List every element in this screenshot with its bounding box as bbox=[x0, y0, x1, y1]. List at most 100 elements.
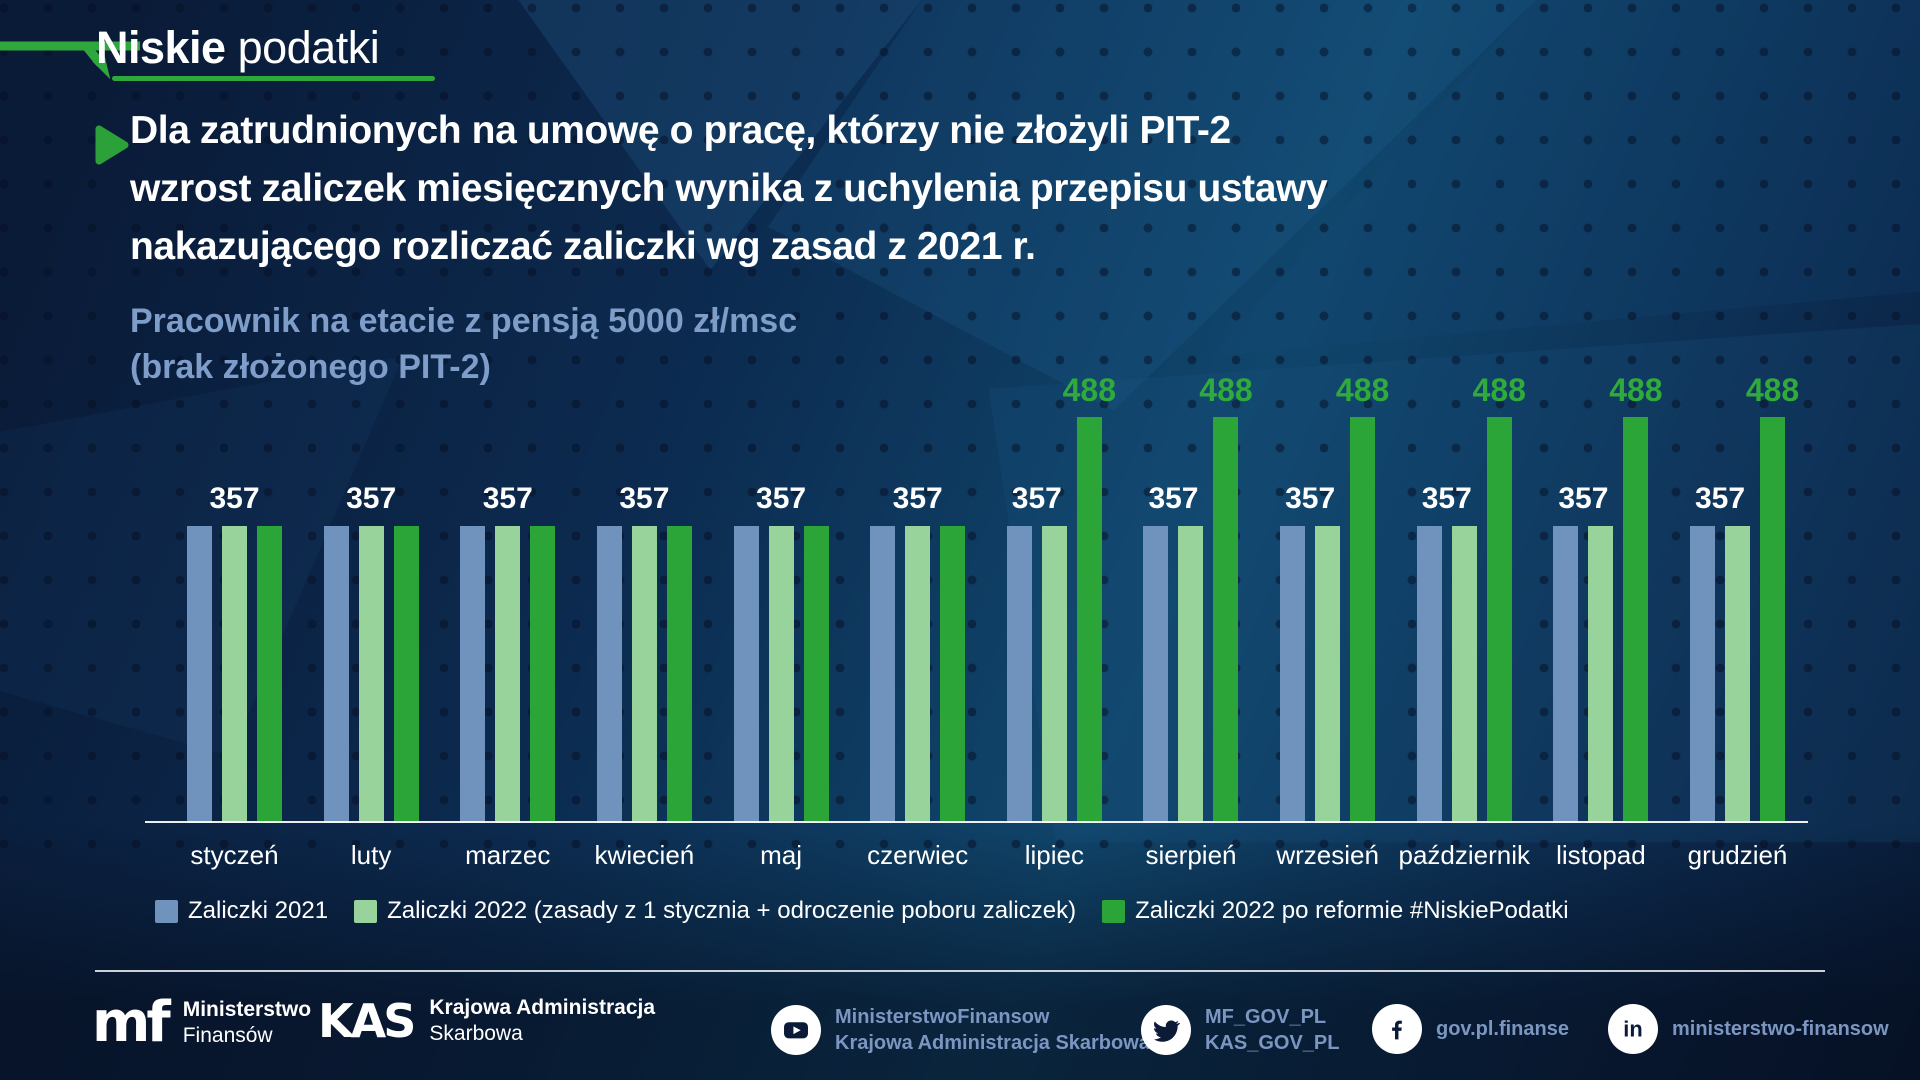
bar-maj-series1 bbox=[733, 526, 759, 823]
value-label-luty: 357 bbox=[346, 482, 397, 515]
bar-styczeń-series1 bbox=[187, 526, 212, 823]
value-label-maj: 357 bbox=[756, 482, 807, 515]
linkedin-icon: in bbox=[1608, 1004, 1658, 1054]
bar-group-sierpień: 357 488 bbox=[1143, 372, 1253, 823]
youtube-handle-line-2: Krajowa Administracja Skarbowa bbox=[835, 1032, 1150, 1054]
bar-maj-series3 bbox=[803, 526, 829, 823]
page-title: Dla zatrudnionych na umowę o pracę, któr… bbox=[130, 102, 1328, 276]
bar-sierpień-series2 bbox=[1178, 526, 1204, 823]
bar-group-listopad: 357 488 bbox=[1553, 372, 1663, 823]
bar-lipiec-series3 bbox=[1076, 417, 1102, 823]
month-label-luty: luty bbox=[350, 840, 392, 870]
mf-logo: mf Ministerstwo Finansów bbox=[92, 995, 311, 1051]
chart-subtitle: Pracownik na etacie z pensją 5000 zł/msc… bbox=[130, 298, 797, 390]
youtube-channel: MinisterstwoFinansow Krajowa Administrac… bbox=[771, 1004, 1150, 1056]
footer-divider bbox=[95, 970, 1825, 972]
month-label-sierpień: sierpień bbox=[1145, 840, 1237, 870]
bar-czerwiec-series1 bbox=[870, 526, 896, 823]
bar-wrzesień-series3 bbox=[1350, 417, 1376, 823]
bar-styczeń-series2 bbox=[222, 526, 247, 823]
bar-lipiec-series1 bbox=[1006, 526, 1032, 823]
brand-title: Niskie podatki bbox=[96, 22, 380, 74]
value-label-styczeń: 357 bbox=[209, 482, 260, 515]
chart-legend: Zaliczki 2021 Zaliczki 2022 (zasady z 1 s… bbox=[155, 897, 1569, 925]
value-label-reform-październik: 488 bbox=[1472, 372, 1526, 408]
value-label-reform-lipiec: 488 bbox=[1062, 372, 1117, 408]
facebook-icon bbox=[1372, 1004, 1422, 1054]
x-axis-line bbox=[145, 821, 1808, 823]
value-label-marzec: 357 bbox=[482, 482, 533, 515]
bar-marzec-series2 bbox=[495, 526, 521, 823]
bar-grudzień-series2 bbox=[1725, 526, 1751, 823]
kas-name-line-1: Krajowa Administracja bbox=[429, 996, 656, 1019]
bar-październik-series3 bbox=[1486, 417, 1512, 823]
title-line-1: Dla zatrudnionych na umowę o pracę, któr… bbox=[130, 109, 1231, 152]
month-label-grudzień: grudzień bbox=[1687, 840, 1788, 870]
mf-name-line-2: Finansów bbox=[182, 1024, 273, 1047]
bar-styczeń-series3 bbox=[257, 526, 282, 823]
bar-group-wrzesień: 357 488 bbox=[1280, 372, 1389, 823]
month-label-marzec: marzec bbox=[465, 840, 551, 870]
bar-group-styczeń: 357 bbox=[187, 393, 282, 823]
value-label-reform-grudzień: 488 bbox=[1745, 372, 1800, 408]
value-label-kwiecień: 357 bbox=[619, 482, 670, 515]
subtitle-line-1: Pracownik na etacie z pensją 5000 zł/msc bbox=[130, 302, 798, 340]
value-label-wrzesień: 357 bbox=[1285, 482, 1336, 515]
month-label-listopad: listopad bbox=[1556, 840, 1646, 870]
legend-swatch-icon bbox=[155, 899, 178, 923]
bar-luty-series3 bbox=[393, 526, 419, 823]
bar-listopad-series2 bbox=[1588, 526, 1614, 823]
bar-kwiecień-series3 bbox=[666, 526, 692, 823]
facebook-page: gov.pl.finanse bbox=[1372, 1004, 1569, 1054]
bar-październik-series2 bbox=[1451, 526, 1477, 823]
bar-maj-series2 bbox=[768, 526, 794, 823]
legend-swatch-icon bbox=[354, 899, 378, 923]
legend-item-3: Zaliczki 2022 po reformie #NiskiePodatki bbox=[1102, 897, 1569, 925]
brand-bold: Niskie bbox=[96, 22, 226, 73]
youtube-icon bbox=[771, 1005, 821, 1055]
bar-group-lipiec: 357 488 bbox=[1006, 372, 1116, 823]
bar-wrzesień-series2 bbox=[1315, 526, 1341, 823]
bar-luty-series2 bbox=[358, 526, 384, 823]
bar-sierpień-series3 bbox=[1213, 417, 1239, 823]
legend-swatch-icon bbox=[1102, 899, 1126, 923]
brand-light: podatki bbox=[237, 22, 380, 73]
bar-listopad-series3 bbox=[1623, 417, 1649, 823]
bar-sierpień-series1 bbox=[1143, 526, 1169, 823]
bar-czerwiec-series3 bbox=[940, 526, 966, 823]
title-line-3: nakazującego rozliczać zaliczki wg zasad… bbox=[130, 225, 1036, 268]
value-label-reform-sierpień: 488 bbox=[1199, 372, 1253, 408]
bar-wrzesień-series1 bbox=[1280, 526, 1306, 823]
legend-label-2: Zaliczki 2022 (zasady z 1 stycznia + odr… bbox=[387, 897, 1077, 924]
bar-group-kwiecień: 357 bbox=[596, 393, 692, 823]
value-label-sierpień: 357 bbox=[1148, 482, 1199, 515]
bar-październik-series1 bbox=[1416, 526, 1442, 823]
value-label-lipiec: 357 bbox=[1011, 482, 1062, 515]
bar-kwiecień-series2 bbox=[631, 526, 657, 823]
value-label-listopad: 357 bbox=[1558, 482, 1609, 515]
mf-logo-icon: mf bbox=[92, 990, 171, 1055]
twitter-handle-line-2: KAS_GOV_PL bbox=[1205, 1032, 1340, 1054]
value-label-reform-wrzesień: 488 bbox=[1335, 372, 1390, 408]
bar-group-luty: 357 bbox=[323, 393, 419, 823]
bar-group-marzec: 357 bbox=[460, 393, 556, 823]
play-triangle-icon bbox=[95, 125, 129, 165]
bar-group-czerwiec: 357 bbox=[870, 393, 966, 823]
brand-underline bbox=[112, 76, 435, 81]
bar-group-październik: 357 488 bbox=[1416, 372, 1526, 823]
value-label-czerwiec: 357 bbox=[892, 482, 943, 515]
bar-lipiec-series2 bbox=[1041, 526, 1067, 823]
bar-kwiecień-series1 bbox=[596, 526, 622, 823]
legend-item-1: Zaliczki 2021 bbox=[155, 897, 328, 925]
kas-name-line-2: Skarbowa bbox=[429, 1022, 523, 1045]
month-label-kwiecień: kwiecień bbox=[594, 840, 695, 870]
value-label-październik: 357 bbox=[1421, 482, 1472, 515]
linkedin-page: in ministerstwo-finansow bbox=[1608, 1004, 1889, 1054]
subtitle-line-2: (brak złożonego PIT-2) bbox=[130, 348, 491, 386]
kas-logo-icon: KAS bbox=[318, 994, 416, 1048]
bar-group-grudzień: 357 488 bbox=[1690, 372, 1799, 823]
kas-logo: KAS Krajowa Administracja Skarbowa bbox=[318, 995, 655, 1047]
bar-group-maj: 357 bbox=[733, 393, 829, 823]
